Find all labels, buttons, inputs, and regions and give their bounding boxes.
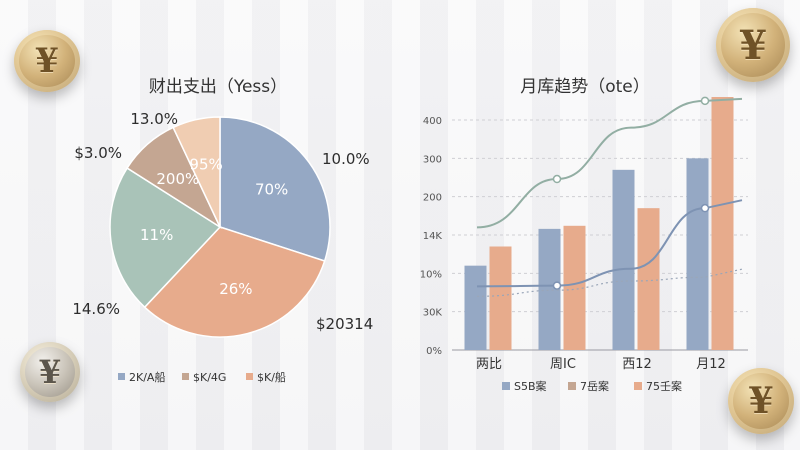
trend-line (476, 199, 743, 288)
yuan-coin-icon: ¥ (20, 342, 80, 402)
x-tick-label: 月12 (696, 357, 726, 372)
y-tick-label: 30K (423, 308, 443, 319)
pie-chart: 70% 26% 11% 200%95% (109, 116, 331, 338)
yuan-coin-icon: ¥ (14, 30, 80, 92)
legend-swatch (634, 382, 642, 390)
legend-label: S5B案 (514, 379, 547, 393)
pie-outer-label: $20314 (316, 315, 373, 333)
legend-label: 2K/A船 (129, 370, 165, 384)
yuan-coin-icon: ¥ (716, 8, 790, 82)
bar-chart-title: 月库趋势（ote） (520, 77, 650, 97)
y-tick-label: 10% (420, 269, 442, 280)
bar (538, 228, 561, 350)
trend-marker (700, 96, 710, 106)
pie-legend: 2K/A船 $K/4G $K/船 (118, 370, 286, 384)
pie-outer-label: $3.0% (74, 144, 122, 162)
x-tick-label: 西12 (622, 357, 652, 372)
y-tick-label: 300 (423, 154, 442, 165)
trend-marker (700, 203, 710, 213)
legend-swatch (568, 382, 576, 390)
y-tick-label: 0% (426, 346, 442, 357)
y-tick-label: 400 (423, 116, 442, 127)
bar (686, 158, 709, 350)
trend-line (476, 97, 743, 229)
pie-slice (109, 167, 222, 309)
pie-slice (143, 226, 326, 338)
legend-swatch (182, 373, 189, 380)
yuan-coin-icon: ¥ (728, 368, 794, 434)
pie-outer-label: 14.6% (72, 300, 120, 318)
y-tick-label: 14K (423, 231, 443, 242)
pie-slice-label: 26% (219, 280, 252, 298)
legend-label: $K/4G (193, 371, 226, 384)
bar (637, 208, 660, 350)
legend-label: $K/船 (257, 370, 286, 384)
legend-label: 75壬案 (646, 379, 682, 393)
pie-slice (172, 116, 221, 228)
legend-swatch (246, 373, 253, 380)
bar (711, 97, 734, 350)
y-tick-label: 200 (423, 193, 442, 204)
pie-outer-label: 10.0% (322, 150, 370, 168)
pie-slice-label: 95% (189, 156, 222, 174)
pie-slice-label: 200% (156, 170, 199, 188)
x-tick-label: 两比 (476, 357, 502, 372)
pie-slice-label: 70% (255, 180, 288, 198)
trend-marker (552, 174, 562, 184)
trend-line (476, 268, 743, 297)
bar-legend: S5B案 7岳案 75壬案 (502, 379, 682, 393)
legend-label: 7岳案 (580, 379, 609, 393)
trend-marker (552, 281, 562, 290)
bar (612, 169, 635, 350)
pie-slice-label: 11% (140, 226, 173, 244)
x-tick-label: 周IC (550, 357, 576, 372)
pie-slice (219, 116, 331, 262)
bar (563, 225, 586, 350)
bar-chart (464, 97, 734, 350)
bar (489, 246, 512, 350)
bar (464, 265, 487, 350)
pie-outer-label: 13.0% (130, 110, 178, 128)
pie-chart-title: 财出支出（Yess） (149, 77, 287, 97)
legend-swatch (118, 373, 125, 380)
bar-chart-lines (476, 96, 743, 297)
legend-swatch (502, 382, 510, 390)
